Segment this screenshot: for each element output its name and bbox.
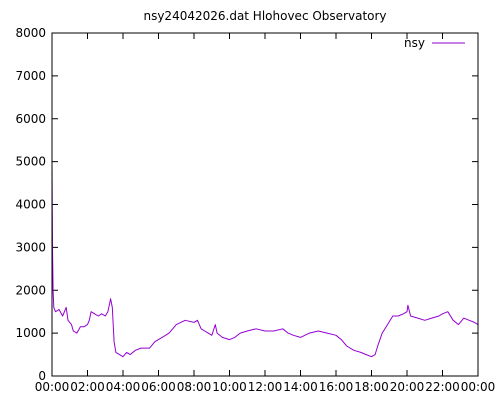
y-tick-label: 2000 [15, 283, 46, 297]
y-tick-label: 0 [38, 369, 46, 383]
x-tick-label: 04:00 [106, 380, 141, 394]
plot-frame [51, 32, 479, 377]
y-tick-label: 8000 [15, 26, 46, 40]
x-tick-label: 16:00 [319, 380, 354, 394]
x-tick-label: 14:00 [283, 380, 318, 394]
x-tick-label: 02:00 [70, 380, 105, 394]
x-axis: 00:00 02:00 04:00 06:00 08:00 10:00 12:00 14:00… [35, 33, 496, 394]
legend-label-nsy: nsy [404, 36, 425, 50]
x-tick-label: 00:00 [461, 380, 496, 394]
y-tick-label: 4000 [15, 198, 46, 212]
plot-area [51, 161, 479, 358]
x-tick-label: 12:00 [248, 380, 283, 394]
y-tick-label: 3000 [15, 240, 46, 254]
x-tick-label: 18:00 [354, 380, 389, 394]
y-tick-label: 7000 [15, 69, 46, 83]
x-tick-label: 22:00 [425, 380, 460, 394]
y-tick-label: 6000 [15, 112, 46, 126]
y-tick-label: 1000 [15, 326, 46, 340]
x-tick-label: 00:00 [35, 380, 70, 394]
chart-title: nsy24042026.dat Hlohovec Observatory [143, 9, 386, 23]
y-tick-label: 5000 [15, 155, 46, 169]
x-tick-label: 20:00 [390, 380, 425, 394]
x-tick-label: 10:00 [212, 380, 247, 394]
series-line-nsy [51, 161, 479, 358]
legend: nsy [404, 36, 465, 50]
y-axis: 0 1000 2000 3000 4000 5000 6000 7000 8000 [15, 26, 478, 383]
x-tick-label: 08:00 [177, 380, 212, 394]
x-tick-label: 06:00 [141, 380, 176, 394]
